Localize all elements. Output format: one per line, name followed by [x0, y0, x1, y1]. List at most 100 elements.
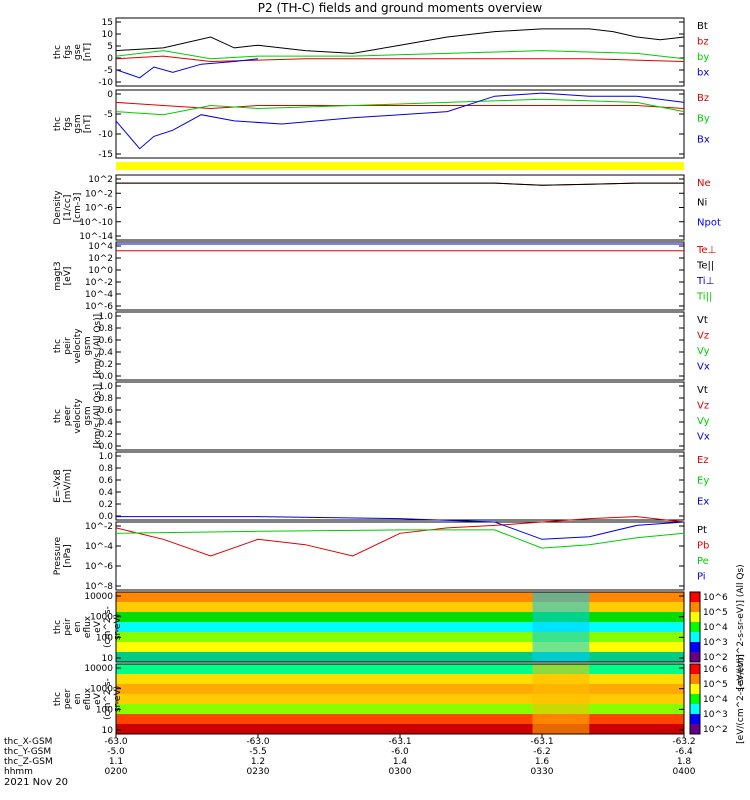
y-axis-label-line: eV: [93, 692, 103, 705]
y-tick-label: 10^-4: [85, 542, 113, 552]
y-tick-label: 10^2: [88, 175, 113, 185]
x-row-label: thc_X-GSM: [4, 737, 52, 747]
colorbar-tick-label: 10^6: [703, 593, 728, 603]
panel-peir_spec: 10^2 10^3 10^4 10^5 10^6 [eV/(cm^2-s-sr-eV)] …: [53, 564, 746, 689]
y-axis-label-line: peir: [63, 337, 73, 355]
y-tick-label: 10^4: [88, 242, 113, 252]
y-tick-label: 1.0: [99, 312, 114, 322]
spectrogram-band: [116, 592, 684, 603]
y-axis-label-line: eflux: [83, 615, 93, 638]
y-tick-label: -15: [98, 150, 113, 160]
y-axis-label-line: thc: [53, 45, 63, 59]
y-axis-label-line: thc: [53, 117, 63, 131]
y-axis-label: thcpeervelocitygsm[km/s (All Qs)]: [53, 384, 103, 448]
y-tick-label: 0.0: [99, 512, 114, 522]
colorbar-tick-label: 10^3: [703, 710, 728, 720]
colorbar-segment: [690, 652, 700, 663]
series-line: [116, 516, 685, 540]
y-axis-label-line: thc: [53, 409, 63, 423]
legend-entry: Vt: [697, 315, 708, 326]
y-tick-label: 0.2: [99, 500, 113, 510]
y-tick-label: 10^-14: [79, 232, 113, 242]
y-axis-label: Pressure[nPa]: [53, 536, 73, 575]
x-tick-label: -5.5: [249, 747, 267, 757]
y-axis-label-line: Pressure: [53, 536, 63, 575]
y-tick-label: -5: [104, 66, 113, 76]
colorbar-label: [eV/(cm^2-s-sr-eV)] (All Qs): [736, 564, 746, 689]
series-line: [115, 28, 685, 54]
colorbar-segment: [690, 704, 700, 715]
x-tick-label: 1.4: [393, 757, 408, 767]
legend-entry: Vx: [697, 362, 710, 373]
y-axis-label-line: (cm^2-s-: [103, 606, 113, 648]
y-tick-label: 0.4: [99, 348, 114, 358]
x-tick-label: -63.1: [388, 737, 411, 747]
legend-entry: Vz: [697, 401, 709, 412]
panel-frame: [115, 591, 685, 663]
colorbar-tick-label: 10^6: [703, 665, 728, 675]
y-axis-label-line: thc: [53, 620, 63, 634]
colorbar-segment: [690, 664, 700, 675]
series-line: [115, 50, 685, 60]
panel-efield: 0.0 0.2 0.4 0.6 0.8 1.0 E=-VxB[mV/m] Ez Ey Ex: [53, 451, 709, 522]
y-tick-label: 0.0: [99, 442, 114, 452]
y-tick-label: 0.4: [99, 488, 114, 498]
y-axis-label-line: gsm: [73, 114, 83, 133]
legend-entry: Ti⊥: [696, 276, 714, 287]
colorbar-segment: [690, 612, 700, 623]
colorbar-segment: [690, 632, 700, 643]
colorbar: 10^2 10^3 10^4 10^5 10^6 [eV/(cm^2-s-sr-eV)] …: [689, 564, 746, 690]
legend-entry: by: [697, 52, 709, 63]
spectrogram-band: [116, 612, 684, 623]
y-axis-label-line: E=-VxB: [53, 469, 63, 503]
legend-entry: Te||: [696, 261, 714, 272]
x-row-label: hhmm: [4, 767, 33, 777]
panel-frame: [115, 17, 685, 87]
y-tick-label: 0.8: [99, 394, 114, 404]
y-tick-label: -10: [98, 130, 113, 140]
legend-entry: Bx: [697, 134, 710, 145]
series-line: [115, 529, 685, 549]
colorbar-tick-label: 10^4: [703, 623, 728, 633]
x-tick-label: -6.0: [391, 747, 409, 757]
colorbar-segment: [690, 714, 700, 725]
colorbar-segment: [690, 684, 700, 695]
spectrogram-band: [116, 724, 684, 735]
y-axis-label: magt3[eV]: [53, 261, 73, 290]
spectrogram-band: [116, 694, 684, 705]
x-tick-label: -63.1: [530, 737, 553, 747]
colorbar-segment: [690, 724, 700, 735]
y-tick-label: 1000: [90, 685, 113, 695]
y-tick-label: 10^-2: [85, 522, 113, 532]
panel-bgse: -10 -5 0 5 10 15 thcfgsgse[nT] Bt bz by bx: [53, 17, 709, 88]
spectrogram-band: [116, 622, 684, 633]
spectrogram-band: [116, 674, 684, 685]
colorbar-tick-label: 10^5: [703, 680, 728, 690]
colorbar: 10^2 10^3 10^4 10^5 10^6 [eV/(cm^2-s-sr-eV)]: [689, 654, 746, 744]
y-axis-label-line: sr-eV): [113, 614, 123, 640]
x-tick-label: -6.2: [533, 747, 551, 757]
y-tick-label: 0.4: [99, 418, 114, 428]
colorbar-segment: [690, 694, 700, 705]
panel-temp: 10^-6 10^-4 10^-2 10^0 10^2 10^4 magt3[eV] Te⊥ T…: [53, 241, 716, 312]
spectrogram-band: [116, 632, 684, 643]
legend-entry: Pt: [697, 525, 707, 536]
colorbar-tick-label: 10^4: [703, 695, 728, 705]
panel-frame: [115, 521, 685, 591]
x-axis-annotation: thc_X-GSMthc_Y-GSMthc_Z-GSMhhmm-63.0-5.0…: [4, 734, 696, 777]
panel-frame: [115, 381, 685, 451]
legend-entry: By: [697, 114, 710, 125]
y-tick-label: 0.6: [99, 336, 114, 346]
y-axis-label: thcpeirvelocitygsm[km/s (All Qs)]: [53, 314, 103, 378]
y-axis-label-line: [cm-3]: [73, 193, 83, 223]
y-tick-label: 0.6: [99, 406, 114, 416]
y-tick-label: 10^2: [88, 254, 113, 264]
y-axis-label-line: thc: [53, 692, 63, 706]
colorbar-tick-label: 10^2: [703, 653, 728, 663]
colorbar-label: [eV/(cm^2-s-sr-eV)]: [736, 654, 746, 744]
legend-entry: Bz: [697, 93, 709, 104]
y-tick-label: 10^0: [88, 266, 113, 276]
panel-frame: [115, 451, 685, 521]
legend-entry: Vy: [697, 416, 710, 427]
legend-entry: Ex: [697, 496, 709, 507]
